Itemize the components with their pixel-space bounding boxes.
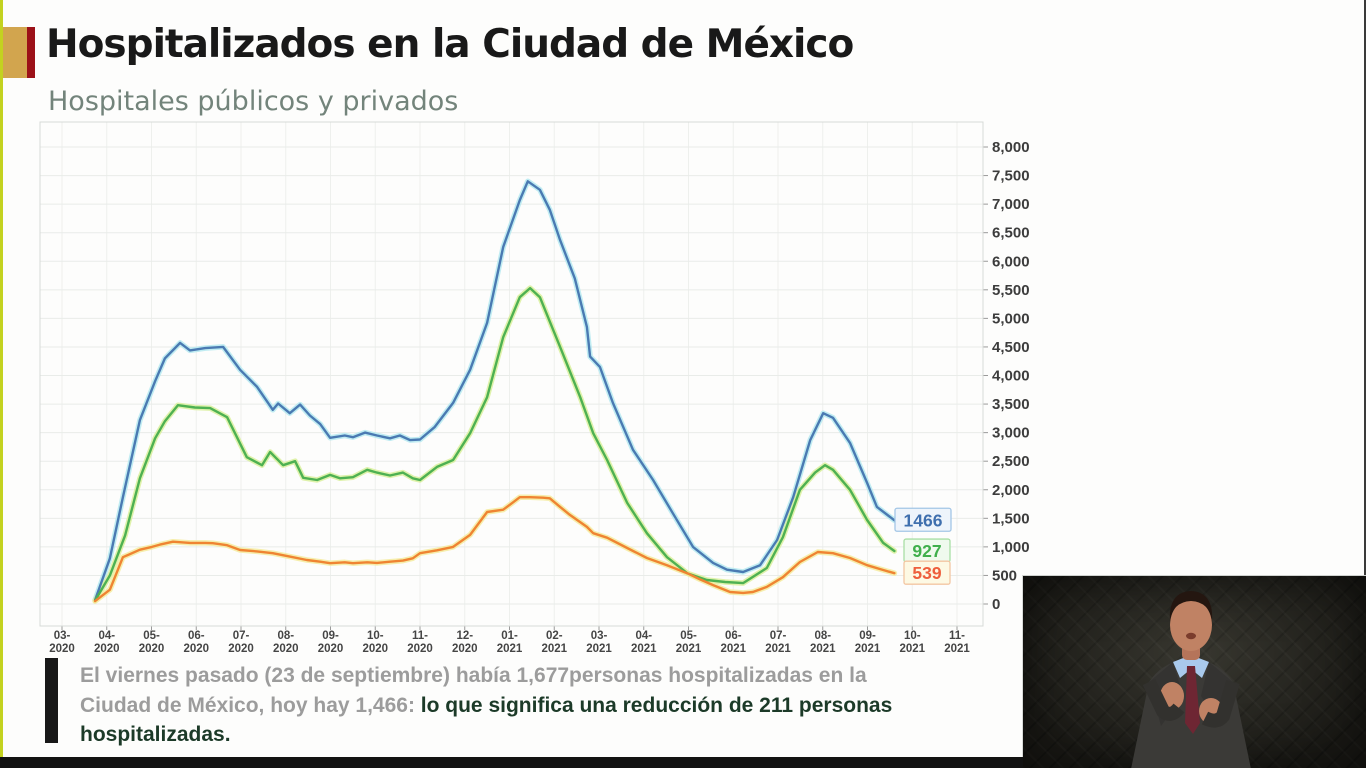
x-tick-label: 05-2021 [676, 630, 702, 655]
series-end-label-box-serie-naranja [903, 560, 951, 585]
bottom-black-bar [0, 757, 1023, 768]
x-tick-label: 11-2020 [407, 630, 433, 655]
y-tick-label: 7,000 [992, 196, 1030, 213]
x-tick-label: 04-2020 [94, 630, 120, 655]
interpreter-hair [1169, 591, 1213, 622]
x-tick-label: 07-2020 [228, 630, 254, 655]
y-tick-label: 3,000 [992, 425, 1030, 442]
y-tick-label: 0 [992, 596, 1000, 613]
series-line-serie-verde [93, 286, 896, 602]
x-tick-label: 09-2020 [318, 630, 344, 655]
title-gold-block [3, 27, 27, 78]
interpreter-tie [1185, 666, 1200, 734]
series-end-label-serie-naranja: 539 [912, 563, 941, 583]
y-tick-label: 500 [992, 567, 1017, 584]
footnote-accent-bar [45, 658, 58, 743]
series-end-label-serie-azul-total: 1466 [904, 510, 943, 530]
y-tick-label: 1,000 [992, 539, 1030, 556]
x-tick-label: 03-2020 [49, 630, 75, 655]
y-tick-label: 6,000 [992, 253, 1030, 270]
x-tick-label: 12-2020 [452, 630, 478, 655]
interpreter-sleeve-left [1201, 680, 1240, 728]
sign-language-interpreter-video [1022, 575, 1366, 768]
hospitalization-chart: 03-2020 04-2020 05-2020 06-2020 07-2020 08-20… [0, 118, 1040, 666]
footnote-lead-text: El viernes pasado (23 de septiembre) hab… [80, 664, 867, 717]
series-end-label-box-serie-azul-total [894, 507, 952, 532]
y-tick-label: 1,500 [992, 510, 1030, 527]
x-tick-label: 02-2021 [541, 630, 567, 655]
y-tick-label: 3,500 [992, 396, 1030, 413]
right-edge-line [1364, 0, 1366, 768]
x-tick-label: 11-2021 [944, 630, 970, 655]
plot-border [39, 121, 984, 627]
left-accent-line [0, 0, 3, 768]
x-tick-label: 04-2021 [631, 630, 657, 655]
y-tick-label: 4,500 [992, 339, 1030, 356]
footnote-emphasis-text: lo que significa una reducción de 211 pe… [80, 693, 893, 747]
footnote: El viernes pasado (23 de septiembre) hab… [80, 661, 930, 750]
y-tick-label: 5,000 [992, 310, 1030, 327]
title-red-bar [27, 27, 35, 78]
x-tick-label: 06-2021 [720, 630, 746, 655]
y-tick-label: 8,000 [992, 139, 1030, 156]
chart-canvas: 03-2020 04-2020 05-2020 06-2020 07-2020 08-20… [39, 121, 1030, 655]
y-tick-label: 4,000 [992, 368, 1030, 385]
x-tick-label: 03-2021 [586, 630, 612, 655]
x-tick-label: 05-2020 [139, 630, 165, 655]
x-tick-label: 10-2021 [899, 630, 925, 655]
page-title: Hospitalizados en la Ciudad de México [46, 22, 854, 67]
x-tick-label: 07-2021 [765, 630, 791, 655]
y-tick-label: 5,500 [992, 282, 1030, 299]
interpreter-sleeve-right [1142, 678, 1185, 721]
y-tick-label: 2,500 [992, 453, 1030, 470]
interpreter-figure [1131, 591, 1251, 768]
series-line-serie-azul-total [93, 180, 896, 602]
series-line-serie-naranja [93, 496, 896, 603]
x-tick-label: 01-2021 [497, 630, 523, 655]
page-subtitle: Hospitales públicos y privados [48, 86, 459, 117]
x-tick-label: 10-2020 [362, 630, 388, 655]
y-tick-label: 7,500 [992, 168, 1030, 185]
interpreter-head [1170, 599, 1212, 651]
x-tick-label: 08-2020 [273, 630, 299, 655]
x-tick-label: 08-2021 [810, 630, 836, 655]
y-tick-label: 6,500 [992, 225, 1030, 242]
interpreter-mouth [1186, 632, 1196, 640]
x-tick-label: 09-2021 [855, 630, 881, 655]
series-end-label-serie-verde: 927 [912, 541, 941, 561]
y-tick-label: 2,000 [992, 482, 1030, 499]
interpreter-person [1131, 591, 1251, 768]
x-tick-label: 06-2020 [183, 630, 209, 655]
plot-area [40, 122, 983, 626]
